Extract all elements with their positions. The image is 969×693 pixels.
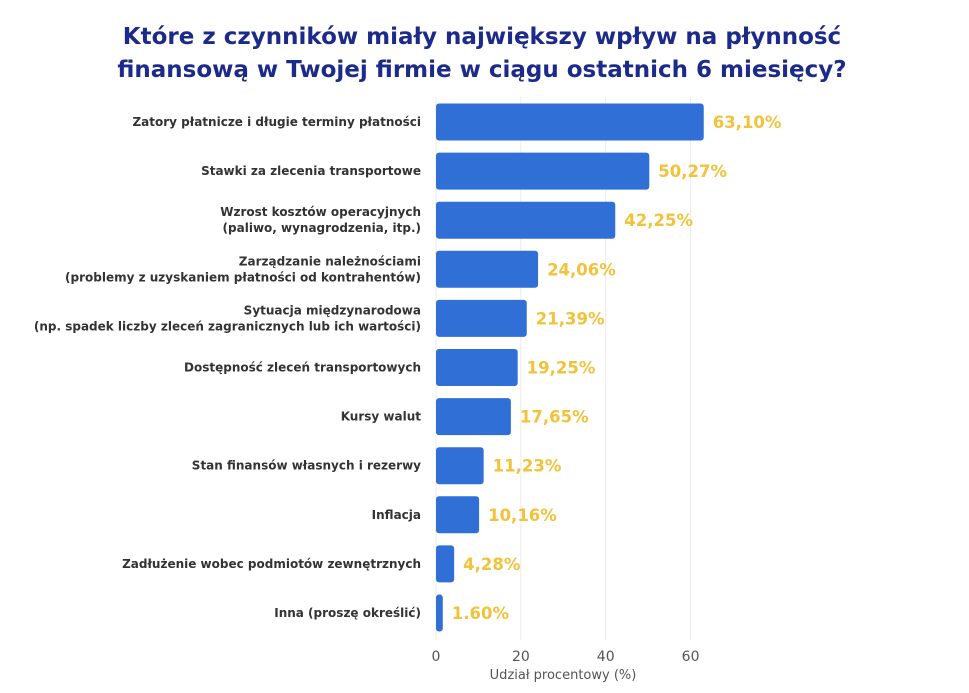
- bar: [436, 299, 527, 337]
- bar: [436, 447, 484, 485]
- category-label: Stan finansów własnych i rezerwy: [192, 459, 421, 473]
- category-label: Stawki za zlecenia transportowe: [201, 164, 421, 178]
- data-label: 4,28%: [463, 555, 521, 574]
- x-axis-label: Udział procentowy (%): [490, 668, 637, 683]
- data-label: 21,39%: [536, 309, 605, 328]
- category-label: (problemy z uzyskaniem płatności od kont…: [65, 270, 421, 284]
- bars: 63,10% Zatory płatnicze i długie terminy …: [34, 103, 782, 632]
- data-label: 11,23%: [493, 457, 562, 476]
- data-label: 50,27%: [658, 162, 727, 181]
- data-label: 1.60%: [452, 604, 510, 623]
- data-label: 42,25%: [624, 211, 693, 230]
- category-label: (np. spadek liczby zleceń zagranicznych …: [34, 319, 421, 333]
- category-label: Inna (proszę określić): [274, 606, 421, 620]
- x-tick-label: 0: [432, 649, 441, 665]
- data-label: 63,10%: [713, 113, 782, 132]
- bar: [436, 152, 650, 190]
- x-tick-label: 20: [512, 649, 530, 665]
- category-label: (paliwo, wynagrodzenia, itp.): [223, 221, 421, 235]
- x-tick-label: 40: [597, 649, 615, 665]
- category-label: Sytuacja międzynarodowa: [244, 303, 421, 317]
- data-label: 24,06%: [547, 260, 616, 279]
- x-axis-ticks: 0 20 40 60: [432, 649, 700, 665]
- bar: [436, 250, 539, 288]
- bar: [436, 103, 704, 141]
- bar: [436, 594, 443, 632]
- bar: [436, 398, 511, 436]
- x-tick-label: 60: [682, 649, 700, 665]
- category-label: Zadłużenie wobec podmiotów zewnętrznych: [122, 557, 421, 571]
- bar: [436, 201, 616, 239]
- data-label: 17,65%: [520, 408, 589, 427]
- category-label: Wzrost kosztów operacyjnych: [220, 205, 421, 219]
- chart-title-line-2: finansową w Twojej firmie w ciągu ostatn…: [117, 57, 846, 83]
- data-label: 10,16%: [488, 506, 557, 525]
- category-label: Zarządzanie należnościami: [239, 254, 421, 268]
- bar: [436, 545, 455, 583]
- chart-title-line-1: Które z czynników miały największy wpływ…: [123, 24, 841, 50]
- data-label: 19,25%: [527, 359, 596, 378]
- category-label: Dostępność zleceń transportowych: [184, 361, 421, 375]
- bar: [436, 496, 480, 534]
- category-label: Inflacja: [372, 508, 421, 522]
- category-label: Zatory płatnicze i długie terminy płatno…: [132, 115, 421, 129]
- bar: [436, 349, 518, 386]
- category-label: Kursy walut: [341, 410, 422, 424]
